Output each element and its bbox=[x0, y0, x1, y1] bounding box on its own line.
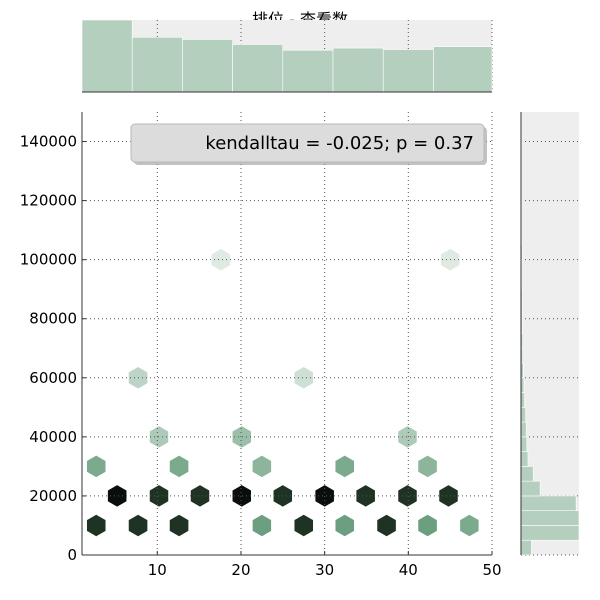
marginal-y-bar bbox=[521, 525, 579, 541]
marginal-x-histogram bbox=[82, 20, 493, 93]
marginal-y-bar bbox=[521, 407, 526, 423]
hexbin-cell bbox=[417, 455, 438, 478]
hexbin-cell bbox=[376, 514, 397, 537]
y-axis-ticks: 0 20000 40000 60000 80000 100000 120000 140000 bbox=[20, 133, 86, 564]
marginal-x-bar bbox=[182, 39, 233, 92]
hexbin-cell bbox=[334, 514, 355, 537]
hexbin-cell bbox=[417, 514, 438, 537]
x-tick-label: 50 bbox=[482, 561, 501, 579]
x-tick-label: 20 bbox=[231, 561, 250, 579]
hexbin-cell bbox=[293, 366, 314, 390]
plot-background bbox=[82, 112, 492, 555]
hexbin-cell bbox=[459, 514, 480, 537]
y-tick-label: 60000 bbox=[29, 369, 77, 387]
y-tick-label: 20000 bbox=[29, 487, 77, 505]
marginal-x-bar bbox=[131, 36, 183, 92]
marginal-x-bar bbox=[232, 44, 284, 92]
marginal-y-bar bbox=[521, 466, 534, 482]
hexbin-cell bbox=[334, 455, 355, 478]
marginal-y-bar bbox=[521, 451, 529, 467]
hexbin-cell bbox=[86, 514, 107, 537]
marginal-x-bar bbox=[282, 49, 334, 92]
hexbin-cell bbox=[169, 455, 189, 478]
marginal-x-bar bbox=[433, 46, 492, 92]
stat-annotation: kendalltau = -0.025; p = 0.37 bbox=[130, 123, 487, 165]
hexbin-cell bbox=[86, 455, 107, 478]
marginal-y-bar bbox=[521, 495, 577, 511]
x-tick-label: 10 bbox=[148, 561, 167, 579]
y-tick-label: 40000 bbox=[29, 428, 77, 446]
marginal-y-histogram bbox=[520, 112, 579, 556]
y-tick-label: 120000 bbox=[20, 192, 77, 210]
x-axis-ticks: 10 20 30 40 50 bbox=[148, 551, 502, 579]
annotation-box bbox=[130, 123, 485, 163]
hexbin-cell bbox=[107, 484, 127, 508]
marginal-x-bars bbox=[82, 20, 492, 92]
hexbin-cell bbox=[314, 484, 335, 508]
hexbin-cell bbox=[293, 514, 314, 537]
hexbin-cell bbox=[397, 425, 418, 449]
x-tick-label: 40 bbox=[399, 561, 418, 579]
hexbin-cell bbox=[355, 484, 376, 508]
hexbin-cell bbox=[128, 514, 148, 537]
marginal-y-bar bbox=[521, 392, 525, 408]
marginal-y-bar bbox=[521, 436, 528, 452]
hexbin-cell bbox=[252, 455, 272, 478]
marginal-y-bars bbox=[521, 112, 579, 555]
joint-plot-area: 10 20 30 40 50 0 20000 40000 60000 80000 100000 12… bbox=[20, 112, 502, 579]
hexbin-cell bbox=[190, 484, 210, 508]
hexbin-cell bbox=[232, 425, 252, 449]
marginal-x-bar bbox=[82, 20, 133, 92]
marginal-y-bar bbox=[521, 510, 579, 526]
hexbin-cell bbox=[397, 484, 418, 508]
hexbin-cell bbox=[252, 514, 272, 537]
x-tick-label: 30 bbox=[315, 561, 334, 579]
hexbin-cell bbox=[232, 484, 252, 508]
marginal-x-bar bbox=[332, 47, 384, 92]
y-tick-label: 80000 bbox=[29, 310, 77, 328]
marginal-y-bar bbox=[521, 480, 541, 497]
hexbin-cell bbox=[211, 248, 231, 271]
y-tick-label: 0 bbox=[67, 546, 77, 564]
marginal-y-bar bbox=[521, 539, 532, 555]
hexbin-layer bbox=[86, 248, 480, 537]
marginal-y-bar bbox=[521, 421, 527, 438]
y-tick-label: 100000 bbox=[20, 251, 77, 269]
hexbin-cell bbox=[169, 514, 189, 537]
marginal-x-bar bbox=[382, 49, 434, 92]
y-tick-label: 140000 bbox=[20, 133, 77, 151]
hexbin-cell bbox=[438, 484, 459, 508]
annotation-text: kendalltau = -0.025; p = 0.37 bbox=[205, 133, 474, 154]
